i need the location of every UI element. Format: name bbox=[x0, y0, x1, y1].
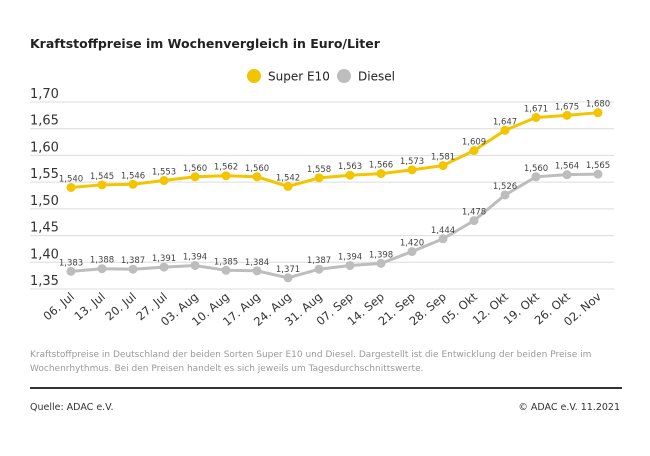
data-label: 1,671 bbox=[524, 104, 548, 114]
y-tick-label: 1,40 bbox=[30, 247, 59, 262]
data-label: 1,526 bbox=[493, 182, 517, 192]
footnote: Kraftstoffpreise in Deutschland der beid… bbox=[30, 350, 592, 374]
data-point bbox=[562, 110, 572, 120]
data-point bbox=[469, 146, 479, 156]
series-line bbox=[70, 172, 599, 280]
data-point bbox=[345, 170, 355, 180]
legend-label: Diesel bbox=[358, 70, 395, 84]
data-label: 1,545 bbox=[90, 172, 114, 182]
data-label: 1,562 bbox=[214, 163, 238, 173]
data-point bbox=[128, 264, 138, 274]
data-label: 1,542 bbox=[276, 173, 300, 183]
data-point bbox=[407, 247, 417, 257]
chart-title: Kraftstoffpreise im Wochenvergleich in E… bbox=[30, 36, 380, 51]
data-point bbox=[407, 165, 417, 175]
data-point bbox=[190, 172, 200, 182]
source: Quelle: ADAC e.V. bbox=[30, 402, 114, 413]
data-label: 1,560 bbox=[183, 164, 207, 174]
legend: Super E10 Diesel bbox=[247, 69, 395, 84]
data-point bbox=[66, 182, 76, 192]
data-point bbox=[345, 260, 355, 270]
series-line bbox=[70, 111, 599, 189]
data-label: 1,546 bbox=[121, 171, 145, 181]
data-point bbox=[97, 264, 107, 274]
data-label: 1,564 bbox=[555, 162, 579, 172]
data-label: 1,553 bbox=[152, 168, 176, 178]
y-tick-label: 1,45 bbox=[30, 221, 59, 236]
y-tick-label: 1,55 bbox=[30, 167, 59, 182]
series-diesel: 1,383 1,388 1,387 1,391 1,394 1,385 1,384 1,371… bbox=[59, 161, 610, 283]
data-label: 1,384 bbox=[245, 258, 269, 268]
data-label: 1,420 bbox=[400, 239, 424, 249]
data-label: 1,371 bbox=[276, 265, 300, 275]
data-label: 1,675 bbox=[555, 102, 579, 112]
data-label: 1,540 bbox=[59, 174, 83, 184]
data-label: 1,609 bbox=[462, 138, 486, 148]
legend-marker bbox=[247, 69, 261, 83]
data-point bbox=[159, 262, 169, 272]
data-point bbox=[252, 172, 262, 182]
data-label: 1,560 bbox=[524, 164, 548, 174]
data-point bbox=[500, 125, 510, 135]
data-label: 1,581 bbox=[431, 153, 455, 163]
copyright: © ADAC e.V. 11.2021 bbox=[518, 402, 620, 413]
data-label: 1,647 bbox=[493, 117, 517, 127]
data-point bbox=[128, 179, 138, 189]
data-label: 1,566 bbox=[369, 161, 393, 171]
legend-label: Super E10 bbox=[268, 70, 330, 84]
data-point bbox=[531, 172, 541, 182]
data-label: 1,394 bbox=[183, 252, 207, 262]
data-point bbox=[593, 108, 603, 118]
data-point bbox=[283, 181, 293, 191]
data-label: 1,565 bbox=[586, 161, 610, 171]
data-point bbox=[593, 169, 603, 179]
data-point bbox=[190, 260, 200, 270]
data-point bbox=[376, 258, 386, 268]
data-point bbox=[252, 266, 262, 276]
data-label: 1,680 bbox=[586, 100, 610, 110]
data-point bbox=[221, 171, 231, 181]
data-point bbox=[159, 176, 169, 186]
data-point bbox=[376, 169, 386, 179]
data-point bbox=[314, 173, 324, 183]
data-label: 1,394 bbox=[338, 252, 362, 262]
data-point bbox=[438, 161, 448, 171]
data-label: 1,388 bbox=[90, 256, 114, 266]
data-label: 1,573 bbox=[400, 157, 424, 167]
data-label: 1,444 bbox=[431, 226, 455, 236]
data-point bbox=[500, 190, 510, 200]
data-label: 1,478 bbox=[462, 208, 486, 218]
y-tick-label: 1,65 bbox=[30, 114, 59, 129]
data-label: 1,385 bbox=[214, 257, 238, 267]
data-label: 1,558 bbox=[307, 165, 331, 175]
data-point bbox=[469, 216, 479, 226]
y-tick-label: 1,70 bbox=[30, 87, 59, 102]
data-label: 1,398 bbox=[369, 250, 393, 260]
data-label: 1,387 bbox=[121, 256, 145, 266]
data-label: 1,383 bbox=[59, 258, 83, 268]
y-tick-label: 1,50 bbox=[30, 194, 59, 209]
data-label: 1,560 bbox=[245, 164, 269, 174]
x-tick-label: 13. Jul bbox=[71, 290, 107, 324]
data-point bbox=[221, 265, 231, 275]
data-point bbox=[438, 234, 448, 244]
data-label: 1,391 bbox=[152, 254, 176, 264]
data-point bbox=[314, 264, 324, 274]
legend-marker bbox=[337, 69, 351, 83]
data-label: 1,387 bbox=[307, 256, 331, 266]
x-tick-label: 20. Jul bbox=[102, 290, 138, 324]
series-super-e10: 1,540 1,545 1,546 1,553 1,560 1,562 1,560 1,542… bbox=[59, 100, 610, 192]
y-tick-label: 1,60 bbox=[30, 140, 59, 155]
x-tick-label: 06. Jul bbox=[40, 290, 76, 324]
data-point bbox=[283, 273, 293, 283]
divider bbox=[30, 387, 622, 389]
data-point bbox=[562, 170, 572, 180]
y-tick-label: 1,35 bbox=[30, 274, 59, 289]
data-point bbox=[97, 180, 107, 190]
data-point bbox=[531, 112, 541, 122]
data-point bbox=[66, 266, 76, 276]
data-label: 1,563 bbox=[338, 162, 362, 172]
